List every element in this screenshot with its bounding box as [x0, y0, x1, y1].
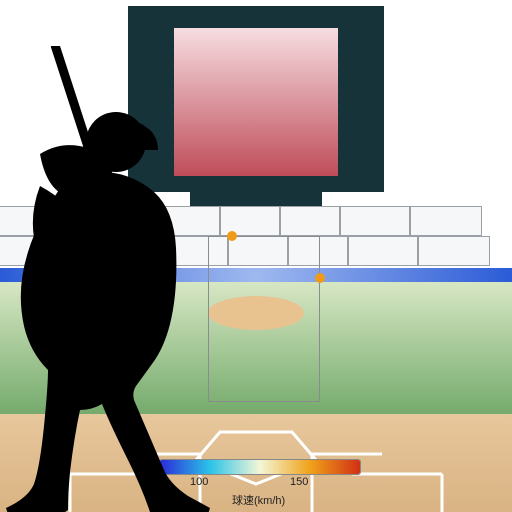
stand-segment [280, 206, 340, 236]
speed-colorbar-tick: 150 [290, 476, 308, 488]
stand-segment [410, 206, 482, 236]
pitch-marker [315, 273, 325, 283]
stand-segment [418, 236, 490, 266]
stand-segment [340, 206, 410, 236]
batter-silhouette [0, 46, 246, 512]
stand-segment [348, 236, 418, 266]
